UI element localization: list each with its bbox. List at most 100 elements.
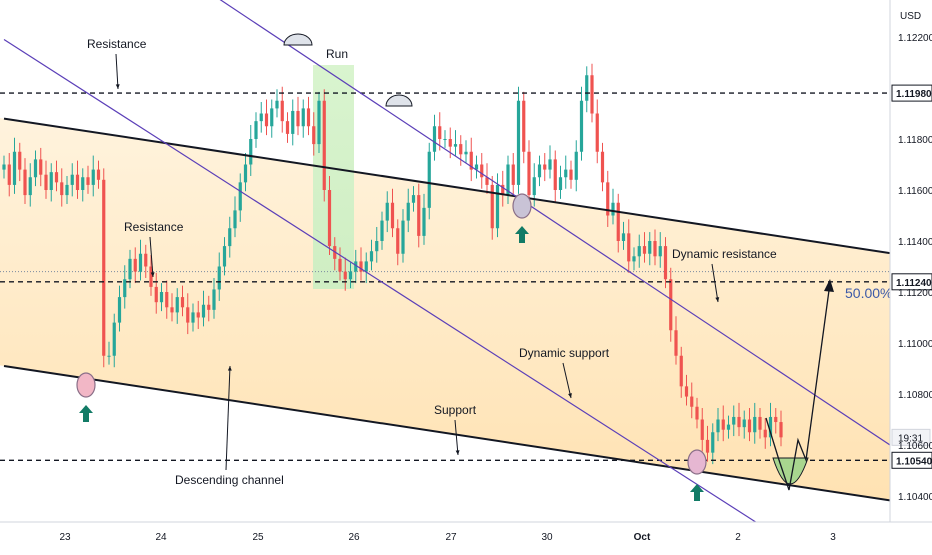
candle-body [684,386,689,397]
candle-body [396,228,400,254]
candle-body [149,266,153,287]
candle-body [632,256,636,262]
candle-body [553,159,557,190]
candle-body [280,100,284,122]
candle-body [595,113,599,152]
price-tag-label: 1.11240 [896,278,932,289]
candle-body [369,251,374,262]
candle-body [438,126,442,139]
candle-body [327,190,332,247]
candle-body [191,312,195,323]
resistance-mid-pointer-head [150,272,155,277]
candle-body [144,253,148,267]
candle-body [537,164,542,178]
descending-channel-bottom [3,364,891,502]
candle-body [49,172,53,190]
candle-body [165,292,169,308]
price-tick-label: 1.11400 [898,237,932,248]
candle-body [648,241,652,254]
candle-body [217,266,221,290]
candle-body [674,330,678,356]
price-tick-label: 1.11800 [898,135,932,146]
dynamic-resistance-pointer-head [715,297,720,302]
candle-body [737,416,741,428]
candle-body [653,241,657,257]
candle-body [469,151,473,170]
price-tag-box [891,84,932,102]
candle-body [569,169,573,180]
candle-body [86,177,90,185]
dynamic-resistance-line [219,0,891,446]
candle-body [474,164,479,170]
candle-body [464,151,468,155]
candle-body [354,261,358,272]
candle-body [259,113,263,122]
dynamic-support-pointer [562,362,572,399]
price-tag-box [891,451,932,469]
candle-body [779,422,783,438]
descending-channel-top [3,117,891,255]
price-tick-label: 1.10400 [898,492,932,503]
candle-body [296,110,300,127]
candle-body [138,253,143,272]
time-tick-label: 2 [735,532,741,543]
candle-body [532,177,536,196]
time-axis-panel [0,522,932,550]
candle-body [700,419,704,440]
candle-body [228,228,232,247]
candle-body [2,164,6,170]
candle-body [621,233,626,241]
candle-body [375,241,379,252]
candle-body [448,139,452,147]
candle-body [359,261,363,272]
candle-body [543,164,547,170]
candle-body [669,279,673,331]
touch-circle-middle [512,193,532,219]
candle-body [28,177,32,196]
candle-body [364,261,368,272]
up-arrow-left [79,405,93,422]
candle-body [443,139,447,140]
candle-body [716,419,720,433]
countdown-box [891,428,931,446]
candle-body [711,432,715,453]
candle-body [663,246,668,280]
candle-body [123,279,127,298]
candle-body [453,144,458,147]
candle-body [170,307,174,313]
run-peak-hump-2 [385,94,413,107]
countdown-label: 19:31 [898,433,923,444]
candle-body [401,220,405,254]
candle-body [611,202,615,216]
candle-body [417,195,421,236]
candle-body [753,416,757,433]
candle-body [201,304,206,318]
candle-body [212,289,216,310]
candle-body [180,297,185,308]
time-tick-label: 30 [541,532,553,543]
candle-body [432,126,437,152]
time-tick-label: 3 [830,532,836,543]
price-tag-label: 1.10540 [896,456,932,467]
dynamic-resistance-label: Dynamic resistance [672,247,777,261]
candle-body [574,151,578,180]
candle-body [348,271,353,280]
candle-body [380,220,384,241]
resistance-mid-pointer [149,236,154,278]
candle-body [548,159,552,170]
candle-body [238,182,242,211]
candle-body [485,177,489,185]
candle-body [742,419,746,428]
candle-body [243,164,248,183]
price-tick-label: 1.12200 [898,33,932,44]
dynamic-resistance-pointer [711,263,719,303]
candle-body [133,258,137,272]
fib-level-label: 50.00% [845,285,892,301]
candle-body [480,164,484,178]
price-tag-box [891,273,932,291]
candle-body [54,172,59,183]
candle-body [75,174,80,190]
candle-body [422,207,426,236]
candle-body [275,100,279,109]
